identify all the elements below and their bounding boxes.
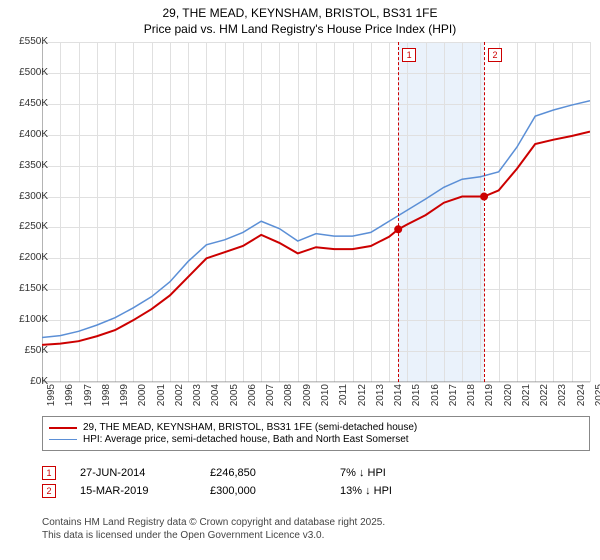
title-line-2: Price paid vs. HM Land Registry's House … bbox=[0, 22, 600, 38]
data-row-1: 1 27-JUN-2014 £246,850 7% ↓ HPI bbox=[42, 466, 590, 480]
legend-row-1: 29, THE MEAD, KEYNSHAM, BRISTOL, BS31 1F… bbox=[49, 422, 583, 433]
legend-row-2: HPI: Average price, semi-detached house,… bbox=[49, 434, 583, 445]
chart-plot bbox=[42, 42, 590, 382]
data-row-date-1: 27-JUN-2014 bbox=[80, 467, 210, 479]
data-row-date-2: 15-MAR-2019 bbox=[80, 485, 210, 497]
legend-box: 29, THE MEAD, KEYNSHAM, BRISTOL, BS31 1F… bbox=[42, 416, 590, 451]
data-row-price-1: £246,850 bbox=[210, 467, 340, 479]
data-rows: 1 27-JUN-2014 £246,850 7% ↓ HPI 2 15-MAR… bbox=[42, 462, 590, 502]
legend-swatch-2 bbox=[49, 439, 77, 441]
data-row-marker-1: 1 bbox=[42, 466, 56, 480]
data-row-pct-2: 13% ↓ HPI bbox=[340, 485, 460, 497]
data-row-2: 2 15-MAR-2019 £300,000 13% ↓ HPI bbox=[42, 484, 590, 498]
footer-line-2: This data is licensed under the Open Gov… bbox=[42, 529, 590, 542]
chart-area: 12 bbox=[42, 42, 590, 382]
footer: Contains HM Land Registry data © Crown c… bbox=[42, 516, 590, 542]
data-row-price-2: £300,000 bbox=[210, 485, 340, 497]
data-row-pct-1: 7% ↓ HPI bbox=[340, 467, 460, 479]
title-line-1: 29, THE MEAD, KEYNSHAM, BRISTOL, BS31 1F… bbox=[0, 6, 600, 22]
legend-swatch-1 bbox=[49, 427, 77, 429]
footer-line-1: Contains HM Land Registry data © Crown c… bbox=[42, 516, 590, 529]
legend-text-2: HPI: Average price, semi-detached house,… bbox=[83, 434, 409, 445]
legend-text-1: 29, THE MEAD, KEYNSHAM, BRISTOL, BS31 1F… bbox=[83, 422, 417, 433]
chart-title-block: 29, THE MEAD, KEYNSHAM, BRISTOL, BS31 1F… bbox=[0, 0, 600, 39]
data-row-marker-2: 2 bbox=[42, 484, 56, 498]
